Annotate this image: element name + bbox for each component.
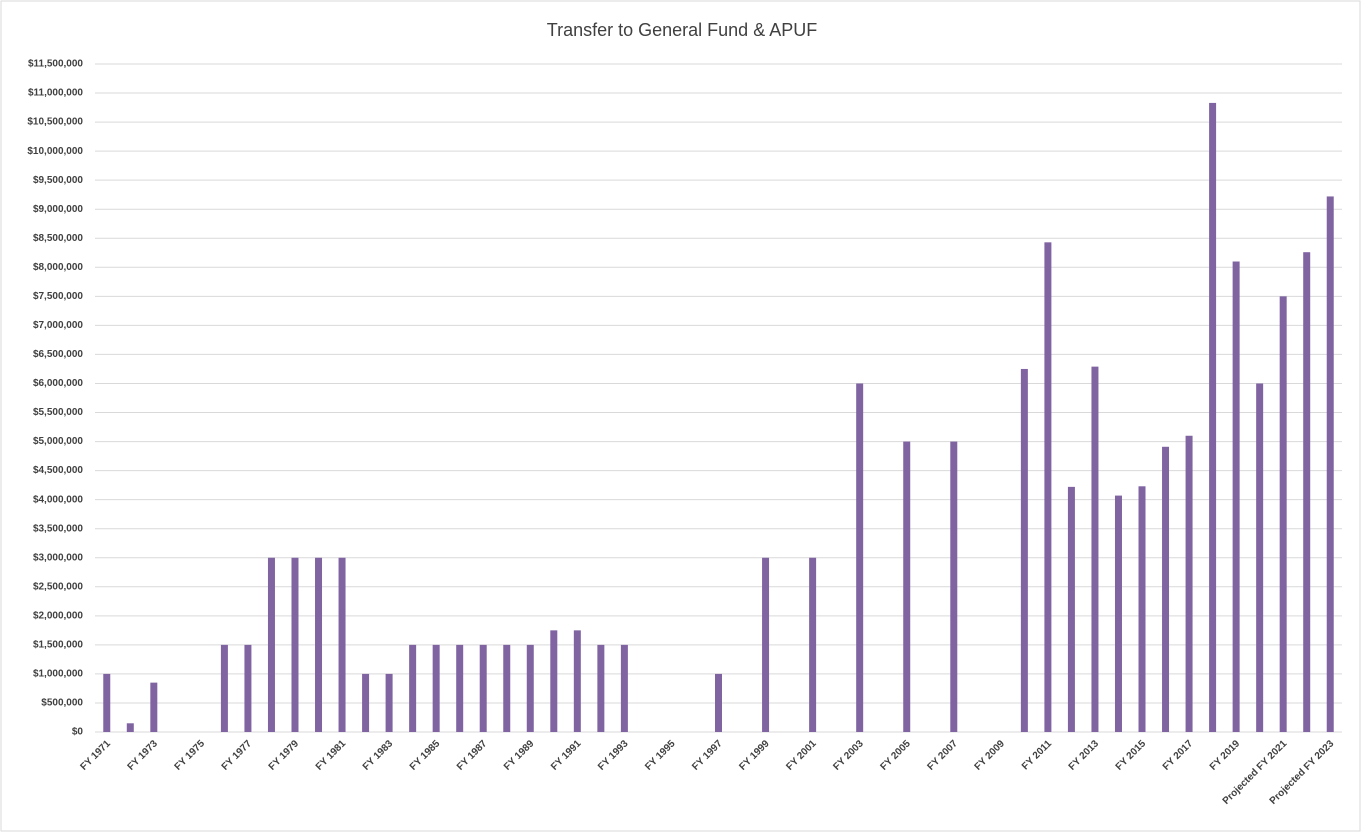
y-tick-label: $500,000: [41, 698, 83, 709]
bar: [1185, 435, 1193, 732]
y-tick-label: $7,000,000: [33, 320, 83, 331]
bar: [1091, 366, 1099, 732]
y-tick-label: $3,500,000: [33, 523, 83, 534]
bar: [244, 644, 252, 732]
bar: [597, 644, 605, 732]
y-tick-label: $9,000,000: [33, 204, 83, 215]
bar: [1232, 261, 1240, 732]
bar: [1067, 486, 1075, 732]
y-tick-label: $5,500,000: [33, 407, 83, 418]
bar: [573, 630, 581, 732]
bar: [526, 644, 534, 732]
y-tick-label: $9,500,000: [33, 175, 83, 186]
bar: [620, 644, 628, 732]
y-tick-label: $6,500,000: [33, 349, 83, 360]
bar: [103, 673, 111, 732]
bar: [1279, 296, 1287, 732]
bar: [432, 644, 440, 732]
chart-title: Transfer to General Fund & APUF: [547, 20, 817, 40]
bar: [762, 557, 770, 732]
y-tick-label: $10,000,000: [27, 146, 83, 157]
bar: [456, 644, 464, 732]
y-tick-label: $8,000,000: [33, 262, 83, 273]
bar: [1303, 252, 1311, 733]
y-tick-label: $4,500,000: [33, 465, 83, 476]
bar: [1256, 383, 1264, 732]
bar: [715, 673, 722, 732]
bar: [267, 557, 275, 732]
bar: [479, 644, 487, 732]
bar: [150, 682, 158, 732]
bar: [809, 557, 817, 732]
bar: [1326, 196, 1334, 733]
bar: [856, 383, 864, 732]
bar: [409, 644, 417, 732]
bar: [1114, 495, 1122, 732]
bar: [1162, 446, 1170, 732]
bar: [1020, 368, 1028, 732]
y-tick-label: $6,000,000: [33, 378, 83, 389]
bar: [1044, 242, 1052, 732]
y-tick-label: $11,500,000: [28, 59, 83, 70]
y-tick-label: $0: [72, 727, 84, 738]
bar: [550, 630, 558, 732]
bar: [315, 557, 323, 732]
y-tick-label: $5,000,000: [33, 436, 83, 447]
y-tick-label: $7,500,000: [33, 291, 83, 302]
bar: [126, 723, 134, 732]
bar: [950, 441, 958, 732]
y-tick-label: $3,000,000: [33, 552, 83, 563]
bar: [903, 441, 911, 732]
y-tick-label: $1,500,000: [33, 640, 83, 651]
y-tick-label: $1,000,000: [33, 669, 83, 680]
bar: [362, 673, 370, 732]
bar: [1209, 102, 1217, 732]
y-tick-label: $2,500,000: [33, 581, 83, 592]
bar: [1138, 486, 1146, 732]
bar: [220, 644, 228, 732]
y-tick-label: $11,000,000: [28, 88, 83, 99]
y-tick-label: $2,000,000: [33, 610, 83, 621]
bar: [503, 644, 511, 732]
bar: [291, 557, 299, 732]
bar: [338, 557, 346, 732]
y-tick-label: $4,000,000: [33, 494, 83, 505]
y-tick-label: $8,500,000: [33, 233, 83, 244]
y-tick-label: $10,500,000: [27, 117, 83, 128]
bar: [385, 673, 393, 732]
